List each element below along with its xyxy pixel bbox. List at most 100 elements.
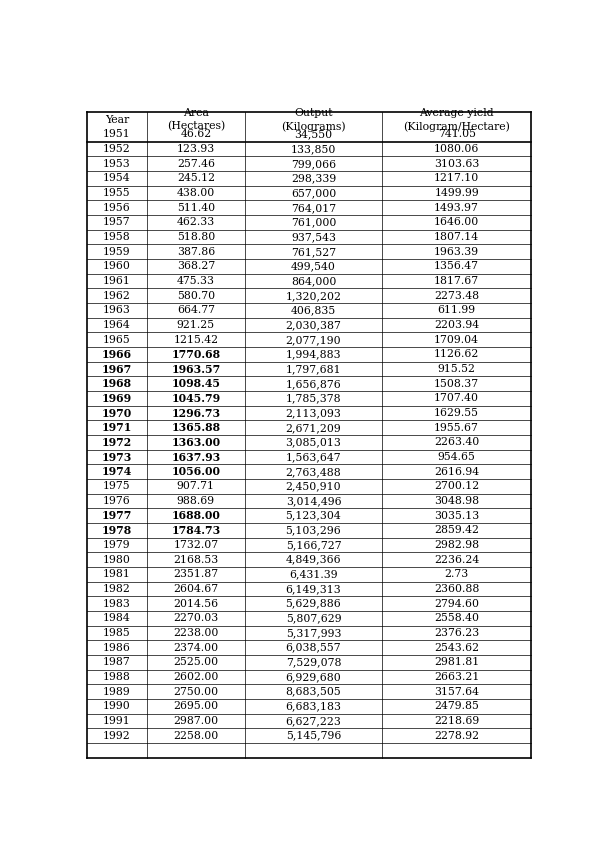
Text: 2376.23: 2376.23 xyxy=(434,628,479,638)
Text: 1990: 1990 xyxy=(103,701,131,711)
Text: 1499.99: 1499.99 xyxy=(434,188,479,198)
Text: 1363.00: 1363.00 xyxy=(171,437,220,448)
Text: 1,320,202: 1,320,202 xyxy=(285,291,341,301)
Text: 1956: 1956 xyxy=(103,203,131,213)
Text: 2203.94: 2203.94 xyxy=(434,320,479,330)
Text: 499,540: 499,540 xyxy=(291,262,336,271)
Text: 1976: 1976 xyxy=(103,496,131,506)
Text: 1980: 1980 xyxy=(103,555,131,564)
Text: Area
(Hectares): Area (Hectares) xyxy=(166,108,225,132)
Text: 2479.85: 2479.85 xyxy=(434,701,479,711)
Text: 2543.62: 2543.62 xyxy=(434,643,479,652)
Text: 1,656,876: 1,656,876 xyxy=(286,379,341,389)
Text: 1974: 1974 xyxy=(102,466,132,477)
Text: 799,066: 799,066 xyxy=(291,159,336,168)
Text: 1126.62: 1126.62 xyxy=(434,350,479,359)
Text: 1975: 1975 xyxy=(103,481,131,492)
Text: 1966: 1966 xyxy=(102,349,132,360)
Text: 2,450,910: 2,450,910 xyxy=(286,481,341,492)
Text: 1979: 1979 xyxy=(103,540,131,550)
Text: 1982: 1982 xyxy=(103,584,131,594)
Text: 2236.24: 2236.24 xyxy=(434,555,479,564)
Text: 1770.68: 1770.68 xyxy=(171,349,220,360)
Text: 937,543: 937,543 xyxy=(291,232,336,242)
Text: 34,550: 34,550 xyxy=(294,129,332,139)
Text: 5,807,629: 5,807,629 xyxy=(286,613,341,623)
Text: 1957: 1957 xyxy=(103,217,131,227)
Text: 2,113,093: 2,113,093 xyxy=(286,408,341,418)
Text: 1967: 1967 xyxy=(102,363,132,374)
Text: Output
(Kilograms): Output (Kilograms) xyxy=(281,108,346,132)
Text: 387.86: 387.86 xyxy=(177,247,215,256)
Text: 1709.04: 1709.04 xyxy=(434,335,479,345)
Text: 761,527: 761,527 xyxy=(291,247,336,256)
Text: 1952: 1952 xyxy=(103,144,131,154)
Text: 3103.63: 3103.63 xyxy=(434,159,479,168)
Text: 1,563,647: 1,563,647 xyxy=(286,452,341,462)
Text: 2,671,209: 2,671,209 xyxy=(286,422,341,433)
Text: 1732.07: 1732.07 xyxy=(173,540,218,550)
Text: 2,077,190: 2,077,190 xyxy=(286,335,341,345)
Text: 2616.94: 2616.94 xyxy=(434,467,479,477)
Text: 1637.93: 1637.93 xyxy=(171,451,221,463)
Text: 6,431.39: 6,431.39 xyxy=(289,569,338,580)
Text: 1960: 1960 xyxy=(103,262,131,271)
Text: 1,785,378: 1,785,378 xyxy=(286,393,341,404)
Text: 3,014,496: 3,014,496 xyxy=(286,496,341,506)
Text: 2981.81: 2981.81 xyxy=(434,657,479,668)
Text: 1970: 1970 xyxy=(102,408,132,419)
Text: 462.33: 462.33 xyxy=(177,217,215,227)
Text: 741.05: 741.05 xyxy=(438,129,476,139)
Text: 1965: 1965 xyxy=(103,335,131,345)
Text: 1972: 1972 xyxy=(102,437,132,448)
Text: 5,103,296: 5,103,296 xyxy=(286,525,341,535)
Text: 133,850: 133,850 xyxy=(291,144,336,154)
Text: 1987: 1987 xyxy=(103,657,131,668)
Text: 368.27: 368.27 xyxy=(177,262,215,271)
Text: 1964: 1964 xyxy=(103,320,131,330)
Text: 518.80: 518.80 xyxy=(177,232,215,242)
Text: 1215.42: 1215.42 xyxy=(173,335,218,345)
Text: 1983: 1983 xyxy=(103,598,131,609)
Text: 2273.48: 2273.48 xyxy=(434,291,479,301)
Text: Average yield
(Kilogram/Hectare): Average yield (Kilogram/Hectare) xyxy=(403,108,510,132)
Text: 1629.55: 1629.55 xyxy=(434,408,479,418)
Text: 1953: 1953 xyxy=(103,159,131,168)
Text: 2270.03: 2270.03 xyxy=(173,613,218,623)
Text: Year: Year xyxy=(105,115,129,125)
Text: 3157.64: 3157.64 xyxy=(434,687,479,697)
Text: 1959: 1959 xyxy=(103,247,131,256)
Text: 6,627,223: 6,627,223 xyxy=(286,716,341,726)
Text: 6,929,680: 6,929,680 xyxy=(286,672,341,682)
Text: 2859.42: 2859.42 xyxy=(434,525,479,535)
Text: 2351.87: 2351.87 xyxy=(173,569,218,580)
Text: 2168.53: 2168.53 xyxy=(173,555,218,564)
Text: 954.65: 954.65 xyxy=(438,452,476,462)
Text: 1,797,681: 1,797,681 xyxy=(286,364,341,374)
Text: 2263.40: 2263.40 xyxy=(434,438,479,447)
Text: 1,994,883: 1,994,883 xyxy=(286,350,341,359)
Text: 1955: 1955 xyxy=(103,188,131,198)
Text: 2218.69: 2218.69 xyxy=(434,716,479,726)
Text: 761,000: 761,000 xyxy=(291,217,336,227)
Text: 2604.67: 2604.67 xyxy=(173,584,218,594)
Text: 1056.00: 1056.00 xyxy=(171,466,220,477)
Text: 1817.67: 1817.67 xyxy=(434,276,479,286)
Text: 1963.57: 1963.57 xyxy=(171,363,221,374)
Text: 1988: 1988 xyxy=(103,672,131,682)
Text: 1992: 1992 xyxy=(103,731,131,740)
Text: 1985: 1985 xyxy=(103,628,131,638)
Text: 2663.21: 2663.21 xyxy=(434,672,479,682)
Text: 921.25: 921.25 xyxy=(177,320,215,330)
Text: 1962: 1962 xyxy=(103,291,131,301)
Text: 46.62: 46.62 xyxy=(180,129,212,139)
Text: 1971: 1971 xyxy=(102,422,132,433)
Text: 1954: 1954 xyxy=(103,174,131,184)
Text: 1493.97: 1493.97 xyxy=(434,203,479,213)
Text: 5,145,796: 5,145,796 xyxy=(286,731,341,740)
Text: 8,683,505: 8,683,505 xyxy=(286,687,341,697)
Text: 2794.60: 2794.60 xyxy=(434,598,479,609)
Text: 406,835: 406,835 xyxy=(291,305,336,315)
Text: 5,317,993: 5,317,993 xyxy=(286,628,341,638)
Text: 2558.40: 2558.40 xyxy=(434,613,479,623)
